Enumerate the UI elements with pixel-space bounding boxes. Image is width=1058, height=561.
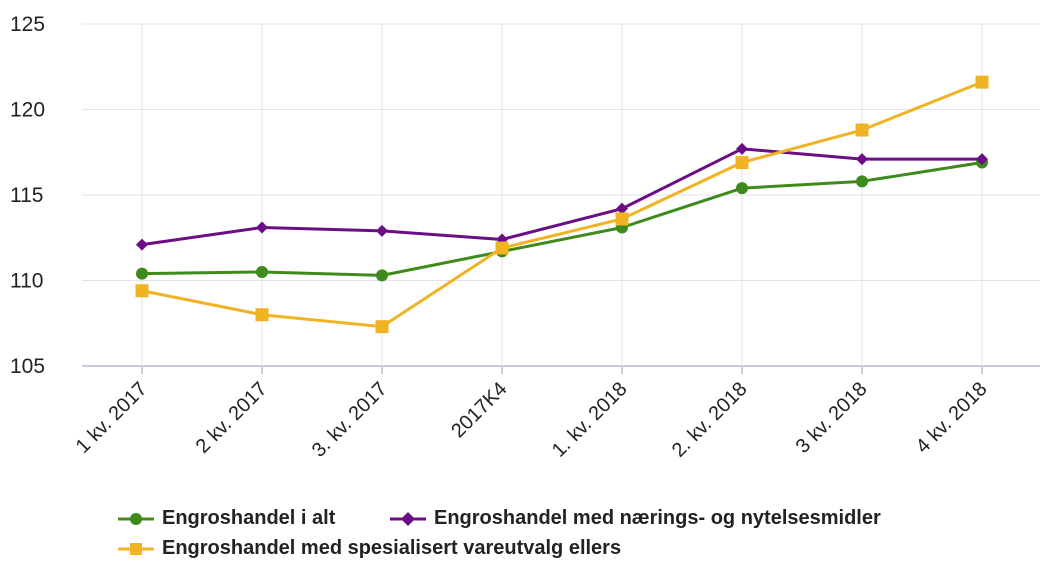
data-point-1-0[interactable] bbox=[136, 238, 148, 251]
legend-circle-marker-icon bbox=[118, 512, 154, 525]
data-point-0-5[interactable] bbox=[736, 182, 748, 195]
series-line-0 bbox=[141, 161, 983, 277]
legend-item-0[interactable]: Engroshandel i alt bbox=[118, 507, 335, 530]
data-point-2-1[interactable] bbox=[255, 308, 269, 322]
x-tick-label: 3. kv. 2017 bbox=[308, 378, 392, 462]
y-tick-label: 110 bbox=[10, 270, 43, 293]
data-point-2-4[interactable] bbox=[615, 212, 629, 226]
x-tick-label: 1. kv. 2018 bbox=[548, 378, 632, 462]
legend-label: Engroshandel med spesialisert vareutvalg… bbox=[162, 537, 622, 559]
grid bbox=[82, 23, 1040, 374]
x-tick-label: 2017K4 bbox=[447, 378, 511, 442]
data-point-2-2[interactable] bbox=[375, 320, 389, 334]
y-tick-label: 115 bbox=[10, 184, 43, 207]
legend-item-2[interactable]: Engroshandel med spesialisert vareutvalg… bbox=[118, 537, 621, 560]
data-point-2-6[interactable] bbox=[855, 123, 869, 137]
data-point-2-5[interactable] bbox=[735, 156, 749, 170]
line-chart: 105 110 115 120 125 1 kv. 2017 2 kv. 2017 3. k… bbox=[10, 13, 1040, 462]
data-point-2-7[interactable] bbox=[975, 75, 989, 89]
x-axis-ticks: 1 kv. 2017 2 kv. 2017 3. kv. 2017 2017K4 1. … bbox=[72, 378, 992, 462]
y-tick-label: 125 bbox=[10, 13, 45, 36]
y-tick-label: 105 bbox=[10, 355, 45, 378]
y-axis-ticks: 105 110 115 120 125 bbox=[10, 13, 45, 378]
data-point-2-0[interactable] bbox=[135, 284, 149, 298]
legend-square-marker-icon bbox=[118, 542, 154, 555]
series-line-2 bbox=[141, 80, 983, 329]
x-tick-label: 2 kv. 2017 bbox=[192, 378, 272, 458]
data-point-0-2[interactable] bbox=[376, 269, 388, 282]
x-tick-label: 4 kv. 2018 bbox=[912, 378, 992, 458]
series-markers bbox=[135, 75, 989, 334]
series-line-1 bbox=[141, 147, 982, 247]
series-lines bbox=[141, 80, 983, 329]
legend-diamond-marker-icon bbox=[390, 511, 426, 526]
data-point-2-3[interactable] bbox=[495, 241, 509, 255]
x-tick-label: 2. kv. 2018 bbox=[668, 378, 752, 462]
legend-label: Engroshandel i alt bbox=[162, 507, 336, 529]
data-point-0-1[interactable] bbox=[256, 265, 268, 278]
data-point-1-2[interactable] bbox=[376, 224, 388, 237]
data-point-1-1[interactable] bbox=[256, 221, 268, 234]
data-point-0-6[interactable] bbox=[856, 175, 868, 188]
data-point-0-0[interactable] bbox=[136, 267, 148, 280]
legend-label: Engroshandel med nærings- og nytelsesmid… bbox=[434, 507, 881, 529]
data-point-1-4[interactable] bbox=[616, 202, 628, 215]
x-tick-label: 1 kv. 2017 bbox=[72, 378, 152, 458]
x-tick-label: 3 kv. 2018 bbox=[792, 378, 872, 458]
data-point-1-6[interactable] bbox=[856, 153, 868, 166]
legend-item-1[interactable]: Engroshandel med nærings- og nytelsesmid… bbox=[390, 507, 881, 530]
y-tick-label: 120 bbox=[10, 99, 45, 122]
data-point-1-7[interactable] bbox=[976, 153, 988, 166]
data-point-1-5[interactable] bbox=[736, 142, 748, 155]
